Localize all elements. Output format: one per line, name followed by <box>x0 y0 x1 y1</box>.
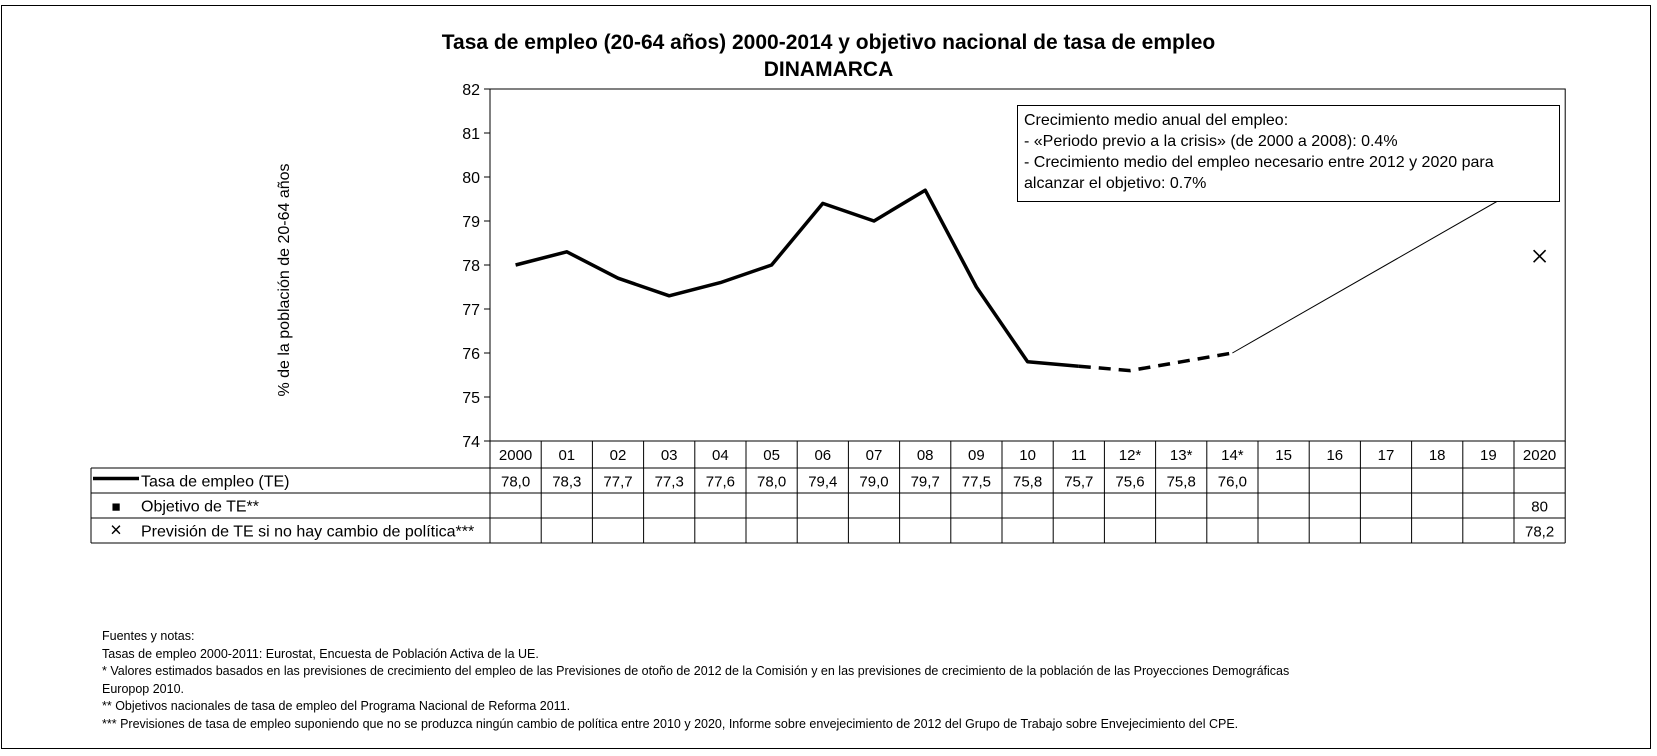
x-tick-label: 01 <box>558 447 575 464</box>
x-tick-label: 2000 <box>499 447 532 464</box>
x-tick-label: 18 <box>1429 447 1446 464</box>
x-tick-label: 03 <box>661 447 678 464</box>
x-tick-label: 04 <box>712 447 729 464</box>
forecast-cross-marker <box>1533 249 1547 263</box>
x-tick-label: 11 <box>1071 447 1087 464</box>
legend-label: Objetivo de TE** <box>141 499 259 516</box>
data-label: 77,6 <box>706 474 735 491</box>
x-tick-label: 05 <box>763 447 780 464</box>
y-tick-label: 80 <box>462 170 480 187</box>
data-label: 75,6 <box>1115 474 1144 491</box>
annotation-line: - «Periodo previo a la crisis» (de 2000 … <box>1024 133 1398 150</box>
y-tick-label: 81 <box>462 126 480 143</box>
data-label: 77,5 <box>962 474 991 491</box>
data-label: 79,0 <box>859 474 888 491</box>
chart-title: Tasa de empleo (20-64 años) 2000-2014 y … <box>441 31 1216 54</box>
x-tick-label: 12* <box>1119 447 1142 464</box>
x-tick-label: 17 <box>1378 447 1395 464</box>
y-tick-label: 75 <box>462 390 480 407</box>
footnote: ** Objetivos nacionales de tasa de emple… <box>102 699 571 713</box>
x-tick-label: 10 <box>1019 447 1036 464</box>
x-tick-label: 13* <box>1170 447 1193 464</box>
footnote: *** Previsiones de tasa de empleo suponi… <box>102 716 1239 731</box>
data-label: 78,0 <box>501 474 530 491</box>
footnote-heading: Fuentes y notas: <box>102 629 195 643</box>
annotation-line: - Crecimiento medio del empleo necesario… <box>1024 154 1494 171</box>
footnote: Europop 2010. <box>102 681 185 696</box>
x-tick-label: 08 <box>917 447 934 464</box>
data-label: 75,8 <box>1167 474 1196 491</box>
target-path-line <box>1232 176 1540 354</box>
legend-square-marker: ■ <box>111 499 120 516</box>
data-label: 79,4 <box>808 474 837 491</box>
x-tick-label: 09 <box>968 447 985 464</box>
data-table: 2000 01 02 03 04 05 06 07 08 09 10 11 12* 13* 14* 15 16 1… <box>90 441 1566 544</box>
series-line-estimated <box>1078 351 1233 373</box>
chart-subtitle: DINAMARCA <box>763 58 894 81</box>
footnote: * Valores estimados basados en las previ… <box>102 664 1290 678</box>
chart-frame <box>1 5 1651 749</box>
x-tick-label: 06 <box>814 447 831 464</box>
line-chart: 74 75 76 77 78 79 80 81 82 % de la población de 2… <box>90 82 1566 544</box>
footnotes: Fuentes y notas: Tasas de empleo 2000-20… <box>102 628 1602 733</box>
y-tick-label: 77 <box>462 302 480 319</box>
data-label: 78,3 <box>552 474 581 491</box>
data-label: 78,0 <box>757 474 786 491</box>
legend-label: Tasa de empleo (TE) <box>141 474 290 491</box>
legend-label: Previsión de TE si no hay cambio de polí… <box>141 524 474 541</box>
data-label: 78,2 <box>1525 524 1554 541</box>
x-tick-label: 14* <box>1221 447 1244 464</box>
series-line-observed <box>515 188 1079 368</box>
y-axis-label: % de la población de 20-64 años <box>276 163 293 396</box>
data-label: 77,3 <box>655 474 684 491</box>
x-tick-label: 16 <box>1326 447 1343 464</box>
data-label: 80 <box>1531 499 1548 516</box>
data-label: 76,0 <box>1218 474 1247 491</box>
x-tick-label: 07 <box>866 447 883 464</box>
annotation-box: Crecimiento medio anual del empleo: - «P… <box>1017 105 1560 202</box>
data-label: 75,7 <box>1064 474 1093 491</box>
x-tick-label: 15 <box>1275 447 1292 464</box>
chart-axes: 74 75 76 77 78 79 80 81 82 % de la población de 2… <box>276 82 1566 451</box>
y-tick-label: 82 <box>462 82 480 99</box>
data-label: 77,7 <box>603 474 632 491</box>
y-tick-label: 79 <box>462 214 480 231</box>
x-tick-label: 02 <box>610 447 627 464</box>
y-tick-label: 76 <box>462 346 480 363</box>
y-tick-label: 78 <box>462 258 480 275</box>
x-tick-label: 19 <box>1480 447 1497 464</box>
cross-stroke <box>1533 249 1547 263</box>
legend-cross-marker: × <box>110 520 122 542</box>
footnote: Tasas de empleo 2000-2011: Eurostat, Enc… <box>102 646 539 661</box>
y-tick-label: 74 <box>462 434 480 451</box>
data-label: 79,7 <box>911 474 940 491</box>
x-tick-label: 2020 <box>1523 447 1556 464</box>
annotation-line: alcanzar el objetivo: 0.7% <box>1024 175 1207 192</box>
annotation-line: Crecimiento medio anual del empleo: <box>1024 112 1289 129</box>
data-label: 75,8 <box>1013 474 1042 491</box>
